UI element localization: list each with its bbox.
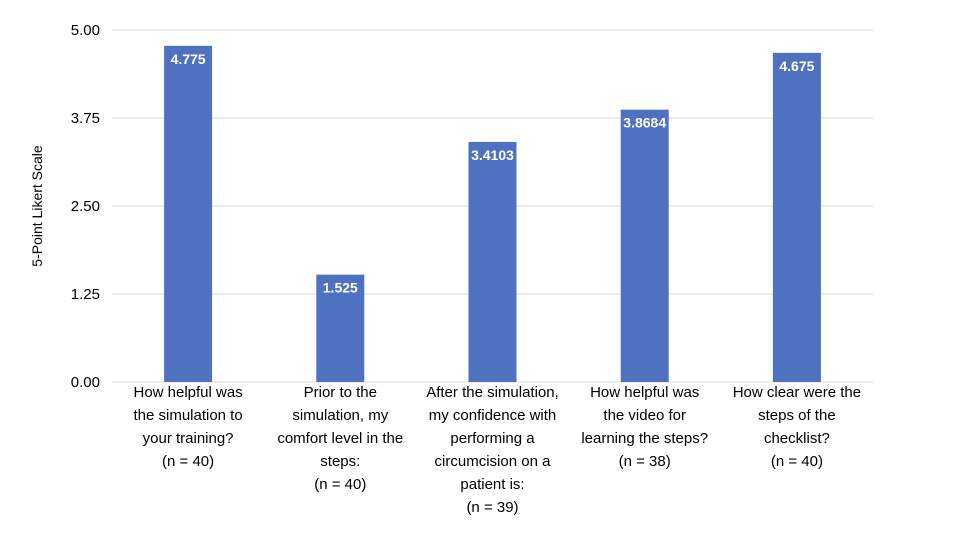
x-category-label-line: (n = 40) [771, 453, 823, 470]
x-category-label: Prior to the simulation, my comfort level … [277, 384, 403, 493]
x-category-label-line: comfort level in the [277, 430, 403, 447]
x-category-label-line: After the simulation, [426, 384, 559, 401]
y-tick-label: 3.75 [71, 110, 100, 127]
y-tick-label: 5.00 [71, 22, 100, 39]
x-category-label: How helpful was the video for learning the… [581, 384, 708, 470]
x-category-label-line: (n = 38) [619, 453, 671, 470]
data-label: 4.775 [171, 51, 206, 67]
bar [468, 141, 517, 382]
bar [316, 274, 365, 382]
data-label: 3.4103 [471, 147, 514, 163]
x-category-label-line: How helpful was [133, 384, 242, 401]
x-category-label-line: circumcision on a [435, 453, 552, 470]
x-category-label-line: (n = 40) [162, 453, 214, 470]
x-category-label-line: How helpful was [590, 384, 699, 401]
bar [620, 109, 669, 382]
x-category-label: After the simulation, my confidence with p… [426, 384, 559, 516]
x-category-label-line: performing a [450, 430, 535, 447]
x-category-label-line: checklist? [764, 430, 830, 447]
data-label: 3.8684 [623, 115, 666, 131]
y-tick-label: 0.00 [71, 374, 100, 391]
x-category-label-line: patient is: [460, 476, 524, 493]
x-category-label-line: the video for [603, 407, 686, 424]
x-category-label: How helpful was the simulation to your tra… [133, 384, 242, 470]
data-label: 4.675 [779, 58, 814, 74]
x-category-label-line: How clear were the [733, 384, 861, 401]
x-category-label-line: steps of the [758, 407, 836, 424]
x-category-label-line: my confidence with [429, 407, 557, 424]
x-category-label-line: learning the steps? [581, 430, 708, 447]
x-category-label-line: your training? [143, 430, 234, 447]
x-category-label-line: (n = 39) [466, 499, 518, 516]
bar [772, 52, 821, 382]
y-axis-title: 5-Point Likert Scale [29, 145, 45, 267]
y-tick-label: 1.25 [71, 286, 100, 303]
x-category-label-line: Prior to the [304, 384, 377, 401]
x-category-label-line: (n = 40) [314, 476, 366, 493]
data-label: 1.525 [323, 280, 358, 296]
x-category-label-line: steps: [320, 453, 360, 470]
x-category-label: How clear were the steps of the checklist?… [733, 384, 861, 470]
y-tick-label: 2.50 [71, 198, 100, 215]
x-category-label-line: simulation, my [292, 407, 388, 424]
x-category-label-line: the simulation to [133, 407, 242, 424]
bar [164, 45, 213, 383]
